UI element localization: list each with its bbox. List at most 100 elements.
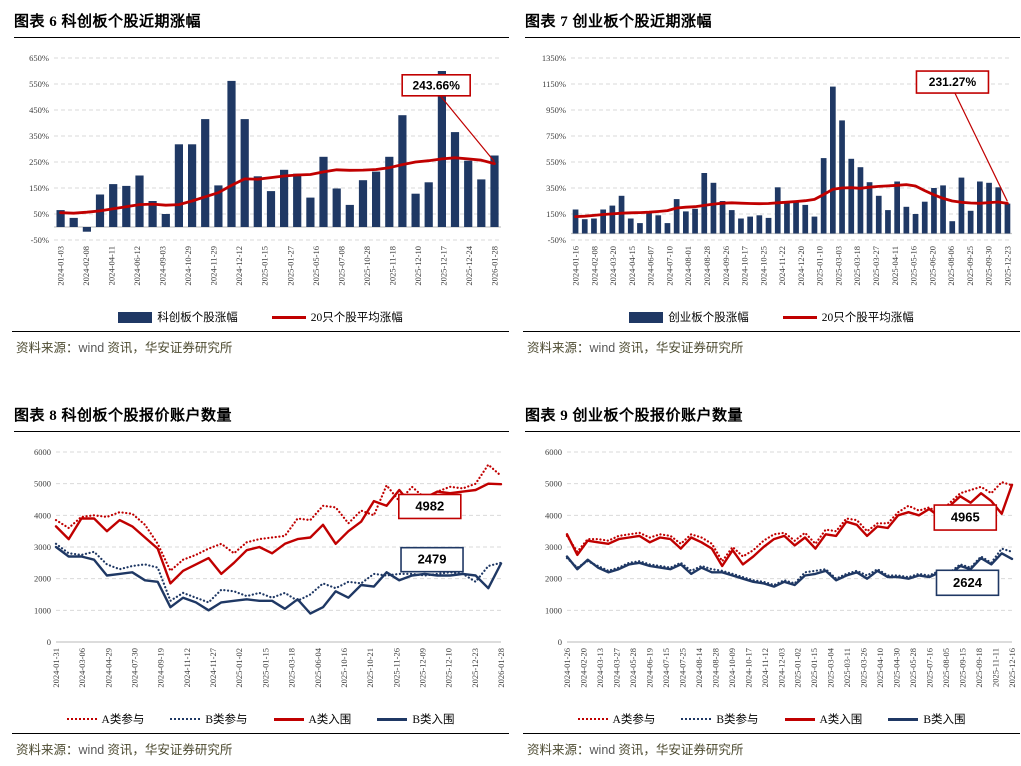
legend-label: A类参与 (612, 714, 656, 726)
fig7-bars (572, 86, 1011, 234)
svg-text:2025-03-27: 2025-03-27 (871, 246, 881, 286)
svg-text:2025-03-03: 2025-03-03 (833, 246, 843, 286)
fig8-line (54, 545, 503, 615)
svg-text:2025-07-16: 2025-07-16 (925, 648, 935, 688)
svg-text:2025-08-06: 2025-08-06 (946, 246, 956, 286)
svg-text:2024-01-31: 2024-01-31 (51, 648, 61, 688)
svg-text:2024-02-20: 2024-02-20 (578, 648, 588, 688)
svg-text:2026-01-28: 2026-01-28 (496, 648, 506, 688)
legend-item: A类参与 (577, 711, 656, 727)
svg-text:5000: 5000 (34, 479, 51, 489)
svg-text:2024-01-03: 2024-01-03 (56, 246, 66, 286)
fig8-callout-box (400, 546, 464, 573)
svg-text:2025-10-16: 2025-10-16 (339, 648, 349, 688)
figure-9-chart-canvas: 6000 5000 4000 3000 2000 1000 0 2024-01-26 2024-… (523, 442, 1020, 709)
svg-text:2025-04-30: 2025-04-30 (892, 648, 902, 688)
svg-text:1150%: 1150% (542, 79, 566, 89)
svg-text:2025-01-15: 2025-01-15 (809, 648, 819, 688)
legend-label: 科创板个股涨幅 (157, 312, 238, 324)
dotted-red-line-swatch-icon (577, 718, 608, 720)
svg-text:2024-07-30: 2024-07-30 (130, 648, 140, 688)
svg-text:2025-06-20: 2025-06-20 (927, 246, 937, 286)
svg-text:2024-06-07: 2024-06-07 (646, 246, 656, 286)
figure-7-chart-canvas: 1350% 1150% 950% 750% 550% 350% 150% -50% 2024-0… (523, 48, 1020, 307)
legend-item: A类入围 (273, 711, 351, 727)
svg-text:2024-09-26: 2024-09-26 (721, 246, 731, 286)
fig6-callout-box (401, 73, 471, 97)
legend-item: B类参与 (170, 711, 248, 727)
svg-text:2024-05-28: 2024-05-28 (628, 648, 638, 688)
figure-9-source: 资料来源：wind 资讯，华安证券研究所 (523, 733, 1020, 758)
svg-text:450%: 450% (29, 105, 49, 115)
fig8-callout-value: 2479 (418, 552, 447, 567)
svg-text:2024-09-19: 2024-09-19 (156, 648, 166, 688)
svg-text:2024-08-14: 2024-08-14 (694, 647, 704, 687)
svg-text:2025-11-11: 2025-11-11 (991, 648, 1001, 687)
fig6-line (59, 156, 496, 215)
svg-text:4000: 4000 (34, 510, 51, 520)
svg-text:2025-01-15: 2025-01-15 (260, 246, 270, 286)
svg-text:2025-04-11: 2025-04-11 (890, 246, 900, 285)
legend-item: 科创板个股涨幅 (118, 309, 238, 325)
svg-text:2025-03-18: 2025-03-18 (852, 246, 862, 286)
svg-text:2025-06-04: 2025-06-04 (313, 647, 323, 687)
svg-text:2025-12-16: 2025-12-16 (1007, 648, 1017, 688)
fig9-callout-box (935, 569, 1000, 597)
dotted-red-line-swatch-icon (66, 718, 97, 720)
svg-text:2025-01-02: 2025-01-02 (793, 648, 803, 688)
svg-text:2025-09-30: 2025-09-30 (984, 246, 994, 286)
svg-text:2024-03-13: 2024-03-13 (595, 648, 605, 688)
figure-8-chart-canvas: 6000 5000 4000 3000 2000 1000 0 2024-01-31 2024-… (12, 442, 509, 709)
svg-text:2024-01-26: 2024-01-26 (562, 648, 572, 688)
svg-text:2024-09-03: 2024-09-03 (158, 246, 168, 286)
svg-text:-50%: -50% (31, 235, 49, 245)
legend-item: A类入围 (784, 711, 862, 727)
svg-text:0: 0 (47, 637, 51, 647)
svg-text:2025-12-23: 2025-12-23 (1002, 246, 1012, 286)
svg-text:3000: 3000 (34, 542, 51, 552)
fig6-callout-value: 243.66% (412, 78, 460, 92)
line-swatch-icon (782, 315, 817, 319)
svg-text:550%: 550% (29, 79, 49, 89)
svg-text:2025-01-15: 2025-01-15 (260, 648, 270, 688)
svg-text:0: 0 (558, 637, 562, 647)
legend-label: B类参与 (716, 714, 759, 726)
svg-text:350%: 350% (29, 131, 49, 141)
legend-item: 20只个股平均涨幅 (782, 309, 914, 325)
figure-6-panel: 图表 6 科创板个股近期涨幅 650% 550% 450% 350% 250% 150% 5… (12, 6, 509, 356)
svg-text:2025-12-09: 2025-12-09 (417, 648, 427, 688)
legend-label: B类入围 (412, 714, 455, 726)
svg-text:2024-08-01: 2024-08-01 (683, 246, 693, 286)
figure-9-panel: 图表 9 创业板个股报价账户数量 6000 5000 4000 3000 2000 100… (523, 400, 1020, 758)
figure-7-panel: 图表 7 创业板个股近期涨幅 1350% 1150% 950% 750% 550% 350… (523, 6, 1020, 356)
svg-text:2025-12-10: 2025-12-10 (444, 648, 454, 688)
figure-6-chart-canvas: 650% 550% 450% 350% 250% 150% 50% -50% 2024-01-0… (12, 48, 509, 307)
red-line-swatch-icon (784, 717, 815, 721)
legend-item: B类参与 (681, 711, 759, 727)
figure-8-legend: A类参与 B类参与 A类入围 B类入围 (12, 709, 509, 729)
svg-text:1000: 1000 (34, 605, 51, 615)
fig9-callout-value: 4965 (951, 510, 980, 525)
legend-label: 20只个股平均涨幅 (821, 312, 914, 324)
svg-text:2024-10-17: 2024-10-17 (740, 246, 750, 286)
red-line-swatch-icon (273, 717, 304, 721)
line-swatch-icon (271, 315, 306, 319)
svg-text:2024-03-20: 2024-03-20 (608, 246, 618, 286)
svg-text:2025-12-24: 2025-12-24 (464, 245, 474, 285)
source-prefix: 资料来源： (527, 743, 590, 757)
svg-text:2025-01-10: 2025-01-10 (815, 246, 825, 286)
legend-item: B类入围 (888, 711, 965, 727)
svg-text:2025-04-10: 2025-04-10 (875, 648, 885, 688)
svg-text:2024-11-27: 2024-11-27 (208, 648, 218, 687)
source-wind: wind (78, 743, 105, 757)
svg-text:2024-03-06: 2024-03-06 (77, 648, 87, 688)
svg-text:2025-07-08: 2025-07-08 (336, 246, 346, 286)
legend-label: B类入围 (923, 714, 966, 726)
svg-text:150%: 150% (546, 209, 566, 219)
svg-text:150%: 150% (29, 183, 49, 193)
svg-text:2024-03-27: 2024-03-27 (611, 648, 621, 688)
legend-label: 创业板个股涨幅 (668, 312, 749, 324)
figure-7-title: 图表 7 创业板个股近期涨幅 (525, 6, 1020, 38)
svg-text:2025-09-25: 2025-09-25 (965, 246, 975, 286)
svg-text:2024-08-28: 2024-08-28 (710, 648, 720, 688)
